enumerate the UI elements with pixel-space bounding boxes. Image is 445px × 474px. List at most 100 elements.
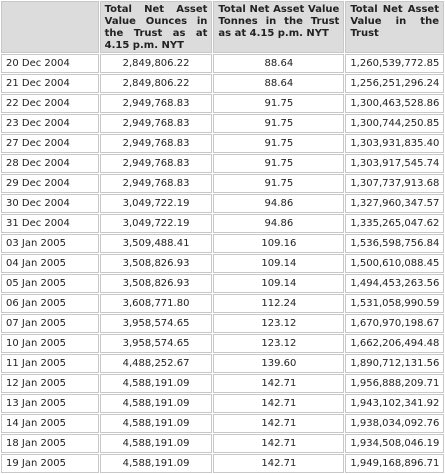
value-cell: 1,890,712,131.56	[345, 354, 444, 373]
value-cell: 2,949,768.83	[99, 114, 213, 133]
value-cell: 142.71	[213, 434, 345, 453]
date-cell: 19 Jan 2005	[1, 454, 99, 473]
value-cell: 3,958,574.65	[99, 314, 213, 333]
value-cell: 4,488,252.67	[99, 354, 213, 373]
value-cell: 88.64	[213, 54, 345, 73]
date-cell: 22 Dec 2004	[1, 94, 99, 113]
value-cell: 91.75	[213, 154, 345, 173]
table-row: 21 Dec 2004 2,849,806.22 88.64 1,256,251,29…	[1, 74, 444, 93]
table-row: 05 Jan 2005 3,508,826.93 109.14 1,494,453,2…	[1, 274, 444, 293]
date-cell: 31 Dec 2004	[1, 214, 99, 233]
value-cell: 1,956,888,209.71	[345, 374, 444, 393]
value-cell: 142.71	[213, 394, 345, 413]
table-row: 23 Dec 2004 2,949,768.83 91.75 1,300,744,25…	[1, 114, 444, 133]
value-cell: 1,300,744,250.85	[345, 114, 444, 133]
date-cell: 27 Dec 2004	[1, 134, 99, 153]
value-cell: 3,508,826.93	[99, 254, 213, 273]
value-cell: 139.60	[213, 354, 345, 373]
value-cell: 109.16	[213, 234, 345, 253]
table-row: 04 Jan 2005 3,508,826.93 109.14 1,500,610,0…	[1, 254, 444, 273]
date-cell: 21 Dec 2004	[1, 74, 99, 93]
value-cell: 4,588,191.09	[99, 414, 213, 433]
date-cell: 13 Jan 2005	[1, 394, 99, 413]
header-cell: Total Net Asset Value Ounces in the Trus…	[99, 1, 213, 53]
table-row: 28 Dec 2004 2,949,768.83 91.75 1,303,917,54…	[1, 154, 444, 173]
date-cell: 29 Dec 2004	[1, 174, 99, 193]
table-row: 06 Jan 2005 3,608,771.80 112.24 1,531,058,9…	[1, 294, 444, 313]
date-cell: 06 Jan 2005	[1, 294, 99, 313]
value-cell: 91.75	[213, 94, 345, 113]
value-cell: 91.75	[213, 174, 345, 193]
value-cell: 3,509,488.41	[99, 234, 213, 253]
table-row: 12 Jan 2005 4,588,191.09 142.71 1,956,888,2…	[1, 374, 444, 393]
value-cell: 2,949,768.83	[99, 174, 213, 193]
table-row: 22 Dec 2004 2,949,768.83 91.75 1,300,463,52…	[1, 94, 444, 113]
value-cell: 3,049,722.19	[99, 194, 213, 213]
value-cell: 142.71	[213, 374, 345, 393]
value-cell: 142.71	[213, 414, 345, 433]
table-row: 19 Jan 2005 4,588,191.09 142.71 1,949,168,8…	[1, 454, 444, 473]
value-cell: 3,508,826.93	[99, 274, 213, 293]
date-cell: 30 Dec 2004	[1, 194, 99, 213]
value-cell: 2,849,806.22	[99, 54, 213, 73]
table-row: 18 Jan 2005 4,588,191.09 142.71 1,934,508,0…	[1, 434, 444, 453]
value-cell: 1,531,058,990.59	[345, 294, 444, 313]
value-cell: 2,949,768.83	[99, 154, 213, 173]
date-cell: 04 Jan 2005	[1, 254, 99, 273]
value-cell: 4,588,191.09	[99, 374, 213, 393]
value-cell: 1,934,508,046.19	[345, 434, 444, 453]
table-row: 13 Jan 2005 4,588,191.09 142.71 1,943,102,3…	[1, 394, 444, 413]
value-cell: 2,849,806.22	[99, 74, 213, 93]
value-cell: 109.14	[213, 274, 345, 293]
date-cell: 18 Jan 2005	[1, 434, 99, 453]
value-cell: 94.86	[213, 194, 345, 213]
date-cell: 12 Jan 2005	[1, 374, 99, 393]
table-row: 07 Jan 2005 3,958,574.65 123.12 1,670,970,1…	[1, 314, 444, 333]
value-cell: 3,049,722.19	[99, 214, 213, 233]
value-cell: 4,588,191.09	[99, 434, 213, 453]
value-cell: 2,949,768.83	[99, 134, 213, 153]
table-row: 29 Dec 2004 2,949,768.83 91.75 1,307,737,91…	[1, 174, 444, 193]
table-row: 31 Dec 2004 3,049,722.19 94.86 1,335,265,04…	[1, 214, 444, 233]
value-cell: 123.12	[213, 334, 345, 353]
value-cell: 1,938,034,092.76	[345, 414, 444, 433]
date-cell: 11 Jan 2005	[1, 354, 99, 373]
value-cell: 1,303,917,545.74	[345, 154, 444, 173]
table-row: 03 Jan 2005 3,509,488.41 109.16 1,536,598,7…	[1, 234, 444, 253]
table-row: 14 Jan 2005 4,588,191.09 142.71 1,938,034,0…	[1, 414, 444, 433]
table-row: 11 Jan 2005 4,488,252.67 139.60 1,890,712,1…	[1, 354, 444, 373]
table-body: 20 Dec 2004 2,849,806.22 88.64 1,260,539,77…	[1, 54, 444, 473]
value-cell: 1,327,960,347.57	[345, 194, 444, 213]
date-cell: 28 Dec 2004	[1, 154, 99, 173]
date-cell: 14 Jan 2005	[1, 414, 99, 433]
date-cell: 05 Jan 2005	[1, 274, 99, 293]
value-cell: 3,958,574.65	[99, 334, 213, 353]
table-row: 27 Dec 2004 2,949,768.83 91.75 1,303,931,83…	[1, 134, 444, 153]
value-cell: 3,608,771.80	[99, 294, 213, 313]
header-cell: Total Net Asset Value in the Trust	[345, 1, 444, 53]
value-cell: 1,662,206,494.48	[345, 334, 444, 353]
value-cell: 91.75	[213, 114, 345, 133]
date-cell: 20 Dec 2004	[1, 54, 99, 73]
value-cell: 1,260,539,772.85	[345, 54, 444, 73]
value-cell: 112.24	[213, 294, 345, 313]
value-cell: 1,949,168,896.71	[345, 454, 444, 473]
header-cell: Total Net Asset Value Tonnes in the Trus…	[213, 1, 345, 53]
value-cell: 109.14	[213, 254, 345, 273]
value-cell: 1,307,737,913.68	[345, 174, 444, 193]
table-row: 10 Jan 2005 3,958,574.65 123.12 1,662,206,4…	[1, 334, 444, 353]
header-corner	[1, 1, 99, 53]
value-cell: 1,300,463,528.86	[345, 94, 444, 113]
value-cell: 1,536,598,756.84	[345, 234, 444, 253]
table-row: 20 Dec 2004 2,849,806.22 88.64 1,260,539,77…	[1, 54, 444, 73]
date-cell: 03 Jan 2005	[1, 234, 99, 253]
table-row: 30 Dec 2004 3,049,722.19 94.86 1,327,960,34…	[1, 194, 444, 213]
value-cell: 4,588,191.09	[99, 394, 213, 413]
value-cell: 142.71	[213, 454, 345, 473]
value-cell: 88.64	[213, 74, 345, 93]
value-cell: 1,500,610,088.45	[345, 254, 444, 273]
date-cell: 10 Jan 2005	[1, 334, 99, 353]
value-cell: 1,494,453,263.56	[345, 274, 444, 293]
